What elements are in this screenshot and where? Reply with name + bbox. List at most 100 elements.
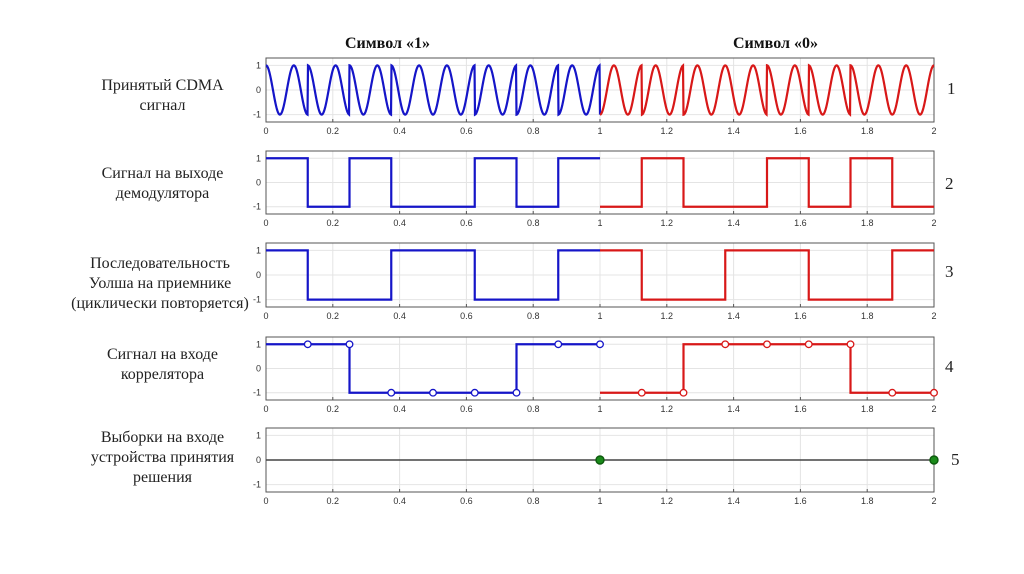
x-tick-label: 0.8 xyxy=(527,126,540,136)
sample-marker xyxy=(512,388,521,397)
step-series-symbol0 xyxy=(600,157,934,208)
y-tick-label: 0 xyxy=(256,455,261,465)
x-tick-label: 1.6 xyxy=(794,126,807,136)
y-tick-label: -1 xyxy=(253,110,261,120)
x-tick-label: 0.8 xyxy=(527,496,540,506)
x-tick-label: 1.8 xyxy=(861,496,874,506)
panel-5-number: 5 xyxy=(951,450,960,469)
y-tick-label: 0 xyxy=(256,178,261,188)
x-tick-label: 1.2 xyxy=(661,311,674,321)
y-tick-label: 0 xyxy=(256,364,261,374)
sample-marker xyxy=(888,388,897,397)
x-tick-label: 2 xyxy=(931,218,936,228)
chart-panel-2: 0 0.2 0.4 0.6 0.8 1 1.2 1.4 1.6 1.8 210-1 xyxy=(253,150,937,228)
x-tick-label: 1.6 xyxy=(794,496,807,506)
x-tick-label: 0 xyxy=(263,126,268,136)
chart-panel-1: 0 0.2 0.4 0.6 0.8 1 1.2 1.4 1.6 1.8 210-1 xyxy=(253,57,937,136)
y-tick-label: 1 xyxy=(256,153,261,163)
x-tick-label: 2 xyxy=(931,496,936,506)
x-tick-label: 1.2 xyxy=(661,404,674,414)
y-tick-label: -1 xyxy=(253,480,261,490)
x-tick-label: 1.4 xyxy=(727,404,740,414)
x-tick-label: 1.8 xyxy=(861,126,874,136)
sample-marker xyxy=(554,340,563,349)
step-series-symbol1 xyxy=(266,249,600,301)
chart-panel-4: 0 0.2 0.4 0.6 0.8 1 1.2 1.4 1.6 1.8 210-1 xyxy=(253,336,938,414)
symbol-1-header: Символ «1» xyxy=(345,35,430,52)
panel-2-number: 2 xyxy=(945,174,954,193)
x-tick-label: 0.4 xyxy=(393,496,406,506)
x-tick-label: 1.8 xyxy=(861,218,874,228)
x-tick-label: 1.2 xyxy=(661,218,674,228)
decision-sample-point xyxy=(595,455,605,465)
x-tick-label: 0 xyxy=(263,218,268,228)
y-tick-label: -1 xyxy=(253,388,261,398)
sample-marker xyxy=(846,340,855,349)
x-tick-label: 0.2 xyxy=(327,126,340,136)
sample-marker xyxy=(804,340,813,349)
y-tick-label: 1 xyxy=(256,430,261,440)
y-tick-label: -1 xyxy=(253,295,261,305)
x-tick-label: 0 xyxy=(263,311,268,321)
step-series-symbol1 xyxy=(266,157,600,208)
x-tick-label: 0.6 xyxy=(460,496,473,506)
x-tick-label: 1.2 xyxy=(661,126,674,136)
x-tick-label: 1 xyxy=(597,126,602,136)
chart-panel-3: 0 0.2 0.4 0.6 0.8 1 1.2 1.4 1.6 1.8 210-1 xyxy=(253,242,937,321)
panel-1-number: 1 xyxy=(947,79,956,98)
step-series-symbol0 xyxy=(600,249,934,301)
x-tick-label: 1 xyxy=(597,404,602,414)
x-tick-label: 0.4 xyxy=(393,126,406,136)
x-tick-label: 0.4 xyxy=(393,311,406,321)
panel-4-label: Сигнал на входе коррелятора xyxy=(107,346,218,383)
sample-marker xyxy=(387,388,396,397)
y-tick-label: 0 xyxy=(256,270,261,280)
panel-1-label: Принятый CDMA сигнал xyxy=(101,77,224,114)
x-tick-label: 0.6 xyxy=(460,404,473,414)
sample-marker xyxy=(429,388,437,397)
x-tick-label: 0 xyxy=(263,496,268,506)
x-tick-label: 0.2 xyxy=(327,404,340,414)
x-tick-label: 1.8 xyxy=(861,404,874,414)
x-tick-label: 1.6 xyxy=(794,218,807,228)
panel-3-label: Последовательность Уолша на приемнике (цик… xyxy=(71,255,249,312)
x-tick-label: 1.4 xyxy=(727,496,740,506)
x-tick-label: 0.2 xyxy=(327,496,340,506)
x-tick-label: 2 xyxy=(931,311,936,321)
panel-2-label: Сигнал на выходе демодулятора xyxy=(101,165,224,202)
panel-3-number: 3 xyxy=(945,262,954,281)
x-tick-label: 1 xyxy=(597,496,602,506)
x-tick-label: 1.4 xyxy=(727,126,740,136)
x-tick-label: 1.4 xyxy=(727,218,740,228)
sample-marker xyxy=(637,388,646,397)
sample-marker xyxy=(303,340,312,349)
chart-panel-5: 0 0.2 0.4 0.6 0.8 1 1.2 1.4 1.6 1.8 210-1 xyxy=(253,427,939,506)
x-tick-label: 1.6 xyxy=(794,311,807,321)
x-tick-label: 0.6 xyxy=(460,126,473,136)
x-tick-label: 0.4 xyxy=(393,218,406,228)
x-tick-label: 0.2 xyxy=(327,218,340,228)
symbol-0-header: Символ «0» xyxy=(733,35,818,52)
sample-marker xyxy=(345,340,354,349)
sample-marker xyxy=(679,388,688,397)
x-tick-label: 2 xyxy=(931,126,936,136)
sample-marker xyxy=(596,340,604,349)
x-tick-label: 0 xyxy=(263,404,268,414)
decision-sample-point xyxy=(929,455,939,465)
y-tick-label: 1 xyxy=(256,245,261,255)
signal-series-symbol1 xyxy=(265,63,602,117)
x-tick-label: 0.8 xyxy=(527,404,540,414)
x-tick-label: 0.2 xyxy=(327,311,340,321)
x-tick-label: 2 xyxy=(931,404,936,414)
y-tick-label: -1 xyxy=(253,202,261,212)
panel-4-number: 4 xyxy=(945,357,954,376)
x-tick-label: 0.6 xyxy=(460,311,473,321)
x-tick-label: 0.6 xyxy=(460,218,473,228)
x-tick-label: 1.6 xyxy=(794,404,807,414)
x-tick-label: 1.2 xyxy=(661,496,674,506)
sample-marker xyxy=(470,388,479,397)
x-tick-label: 0.8 xyxy=(527,311,540,321)
sample-marker xyxy=(930,388,938,397)
